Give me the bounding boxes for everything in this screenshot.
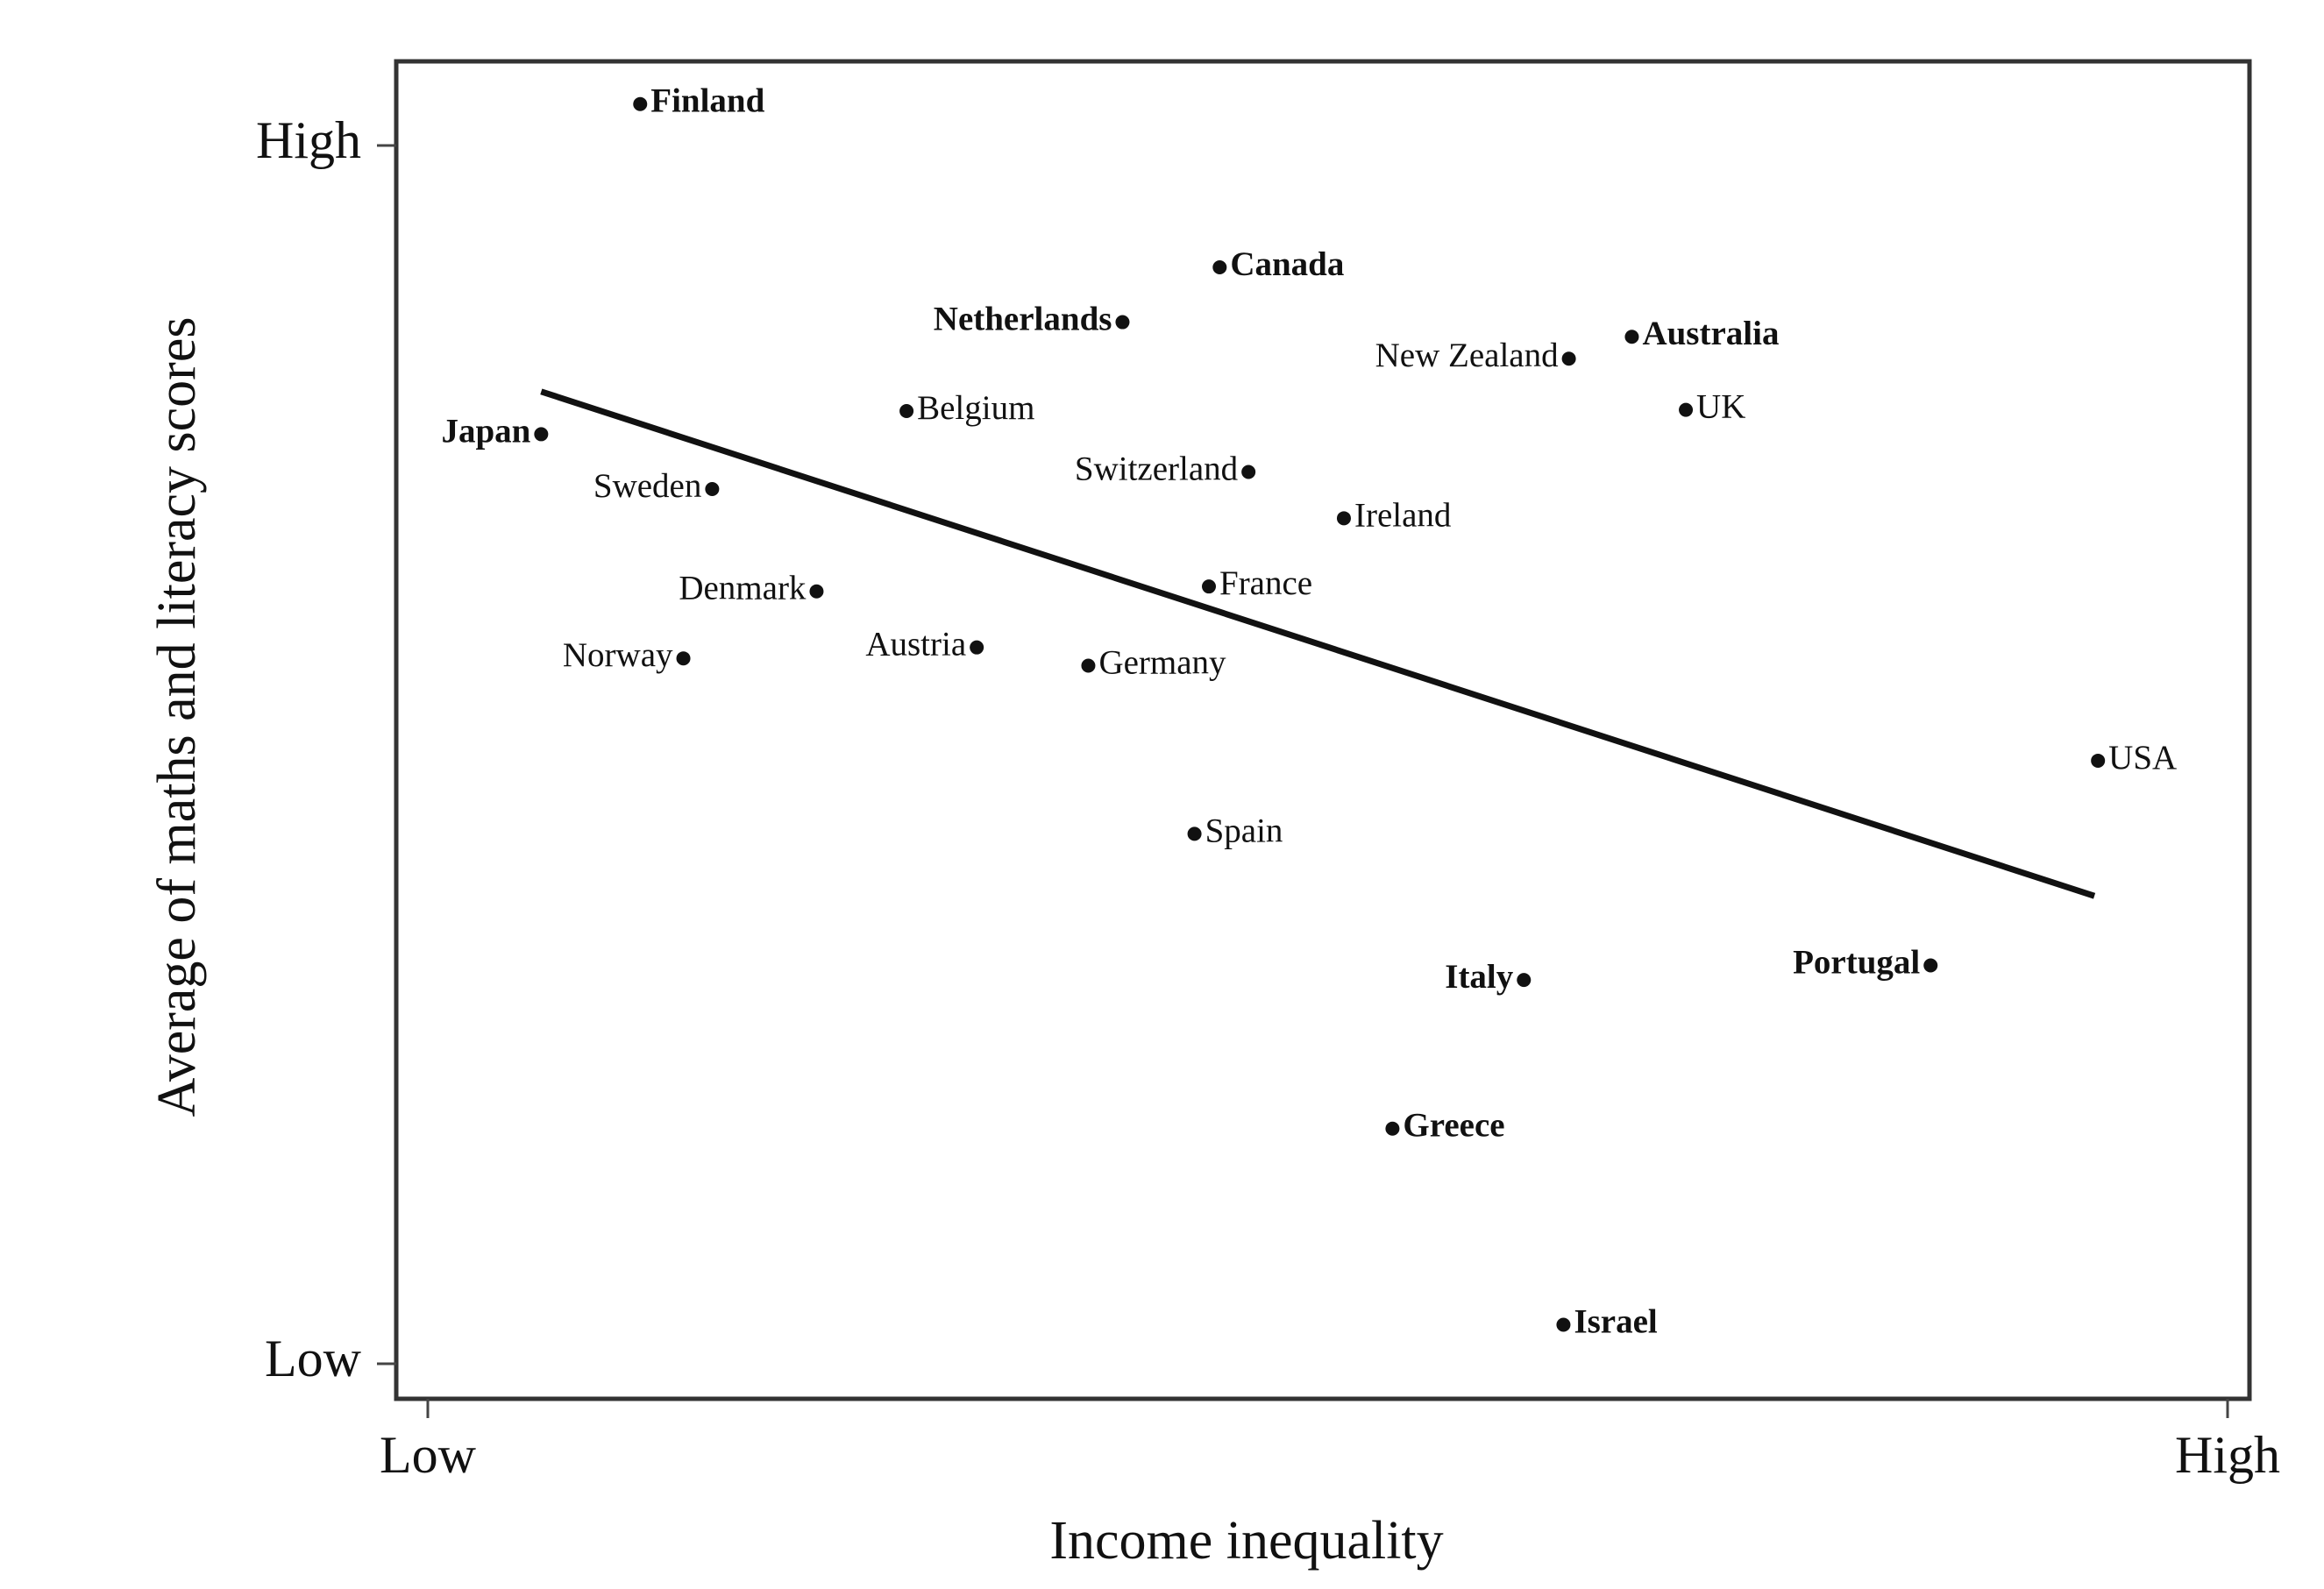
trend-line [540, 388, 2096, 899]
data-point-japan [534, 427, 549, 442]
data-label-uk: UK [1696, 388, 1745, 426]
data-label-usa: USA [2108, 739, 2177, 777]
data-point-usa [2091, 753, 2106, 768]
data-label-greece: Greece [1403, 1107, 1504, 1145]
y-tick-label-low: Low [265, 1330, 362, 1387]
data-point-ireland [1336, 511, 1351, 526]
data-label-norway: Norway [563, 636, 673, 674]
data-point-switzerland [1241, 465, 1256, 479]
data-point-australia [1624, 330, 1639, 344]
data-label-france: France [1219, 564, 1312, 602]
data-point-italy [1517, 973, 1532, 988]
data-point-austria [970, 640, 984, 655]
data-label-portugal: Portugal [1793, 943, 1920, 981]
y-tick-label-high: High [256, 111, 361, 169]
data-point-canada [1212, 260, 1227, 274]
x-axis-label: Income inequality [1049, 1511, 1443, 1571]
data-point-new-zealand [1561, 351, 1576, 366]
data-point-netherlands [1115, 315, 1130, 330]
data-point-greece [1385, 1121, 1400, 1136]
data-label-ireland: Ireland [1354, 496, 1452, 534]
data-point-belgium [899, 404, 914, 419]
data-label-sweden: Sweden [593, 467, 701, 505]
data-label-japan: Japan [441, 412, 530, 450]
plot-frame [394, 59, 2252, 1401]
data-point-uk [1679, 402, 1694, 417]
data-point-france [1202, 579, 1217, 594]
data-point-portugal [1923, 958, 1938, 973]
data-label-denmark: Denmark [679, 570, 807, 607]
data-point-spain [1187, 826, 1202, 841]
data-label-new-zealand: New Zealand [1375, 337, 1559, 374]
data-point-denmark [809, 584, 824, 599]
x-tick-label-high: High [2175, 1426, 2280, 1484]
data-label-finland: Finland [650, 82, 764, 120]
data-point-norway [676, 651, 691, 666]
data-point-finland [633, 96, 648, 111]
data-label-canada: Canada [1230, 245, 1344, 283]
chart-marks: Finland Canada Netherlands Australia New Zea… [441, 82, 2177, 1341]
data-label-australia: Australia [1642, 315, 1779, 352]
data-label-italy: Italy [1445, 958, 1514, 996]
data-point-israel [1556, 1317, 1571, 1332]
data-label-israel: Israel [1574, 1302, 1657, 1340]
y-axis-label: Average of maths and literacy scores [147, 317, 207, 1117]
data-label-germany: Germany [1098, 643, 1226, 681]
x-tick-label-low: Low [380, 1426, 477, 1484]
data-point-sweden [705, 481, 720, 496]
data-label-switzerland: Switzerland [1075, 450, 1239, 487]
data-label-spain: Spain [1205, 812, 1283, 849]
data-label-belgium: Belgium [917, 389, 1034, 427]
data-label-austria: Austria [865, 626, 966, 663]
data-label-netherlands: Netherlands [934, 301, 1112, 338]
data-point-germany [1081, 658, 1096, 673]
